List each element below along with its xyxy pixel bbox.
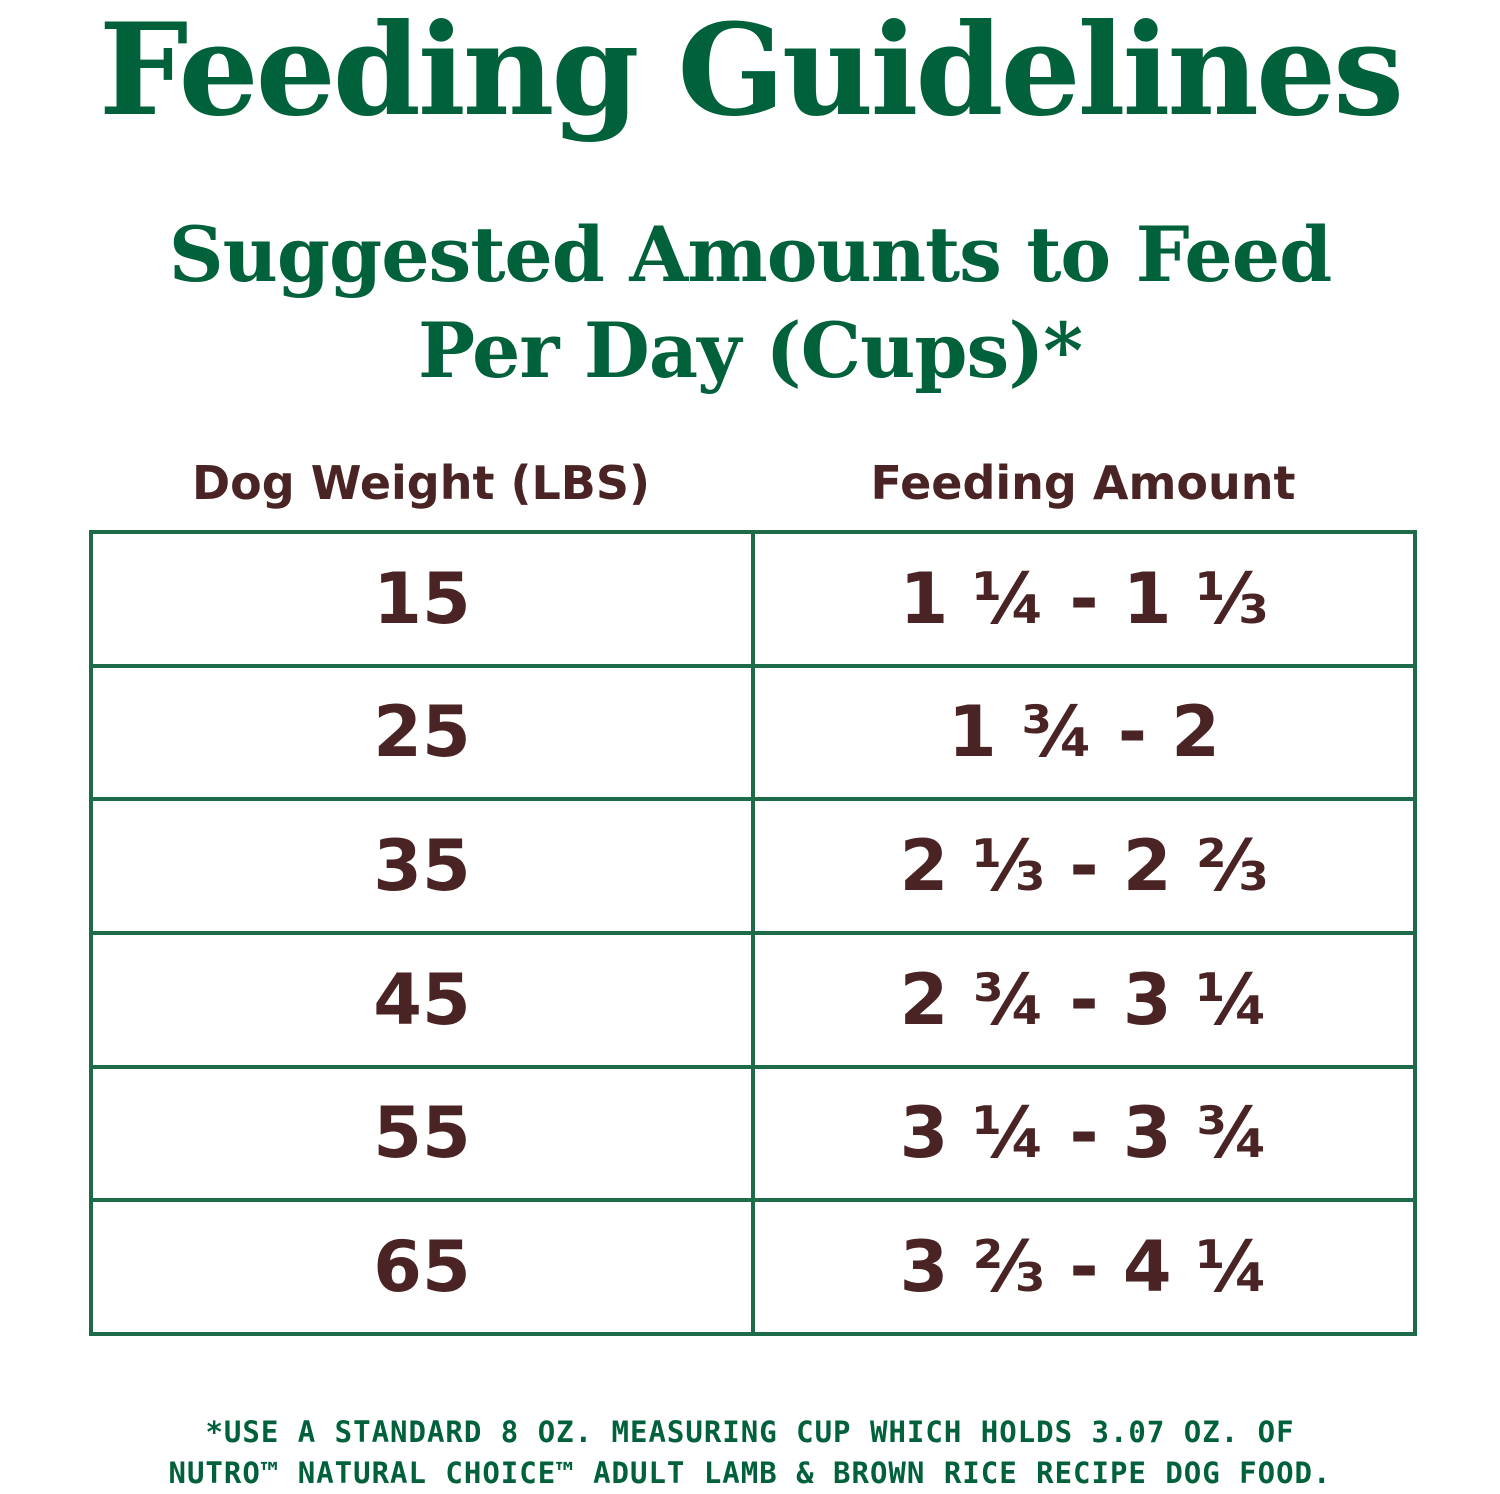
subtitle: Suggested Amounts to Feed Per Day (Cups)… <box>0 207 1500 399</box>
amount-cell: 2 ⅓ - 2 ⅔ <box>751 797 1417 935</box>
weight-cell: 15 <box>89 530 755 668</box>
amount-cell: 3 ⅔ - 4 ¼ <box>751 1198 1417 1336</box>
table-row: 45 2 ¾ - 3 ¼ <box>89 930 1417 1069</box>
table-row: 55 3 ¼ - 3 ¾ <box>89 1064 1417 1203</box>
weight-cell: 65 <box>89 1198 755 1336</box>
amount-cell: 1 ¼ - 1 ⅓ <box>751 530 1417 668</box>
table-row: 15 1 ¼ - 1 ⅓ <box>89 530 1417 668</box>
subtitle-line-1: Suggested Amounts to Feed <box>168 210 1332 299</box>
column-header-dog-weight: Dog Weight (LBS) <box>191 456 651 510</box>
weight-cell: 35 <box>89 797 755 935</box>
feeding-table: 15 1 ¼ - 1 ⅓ 25 1 ¾ - 2 35 2 ⅓ - 2 ⅔ 45 … <box>89 530 1417 1336</box>
table-row: 25 1 ¾ - 2 <box>89 663 1417 802</box>
subtitle-line-2: Per Day (Cups)* <box>417 306 1083 395</box>
amount-cell: 2 ¾ - 3 ¼ <box>751 930 1417 1069</box>
weight-cell: 55 <box>89 1064 755 1203</box>
footnote-line-2: NUTRO™ NATURAL CHOICE™ ADULT LAMB & BROW… <box>168 1456 1332 1490</box>
page-title: Feeding Guidelines <box>98 0 1404 144</box>
footnote-line-1: *USE A STANDARD 8 OZ. MEASURING CUP WHIC… <box>205 1415 1295 1449</box>
footnote: *USE A STANDARD 8 OZ. MEASURING CUP WHIC… <box>0 1412 1500 1494</box>
amount-cell: 3 ¼ - 3 ¾ <box>751 1064 1417 1203</box>
column-header-feeding-amount: Feeding Amount <box>870 456 1296 510</box>
weight-cell: 45 <box>89 930 755 1069</box>
table-row: 65 3 ⅔ - 4 ¼ <box>89 1198 1417 1336</box>
amount-cell: 1 ¾ - 2 <box>751 663 1417 802</box>
table-row: 35 2 ⅓ - 2 ⅔ <box>89 797 1417 935</box>
feeding-table-grid: 15 1 ¼ - 1 ⅓ 25 1 ¾ - 2 35 2 ⅓ - 2 ⅔ 45 … <box>89 530 1417 1336</box>
weight-cell: 25 <box>89 663 755 802</box>
